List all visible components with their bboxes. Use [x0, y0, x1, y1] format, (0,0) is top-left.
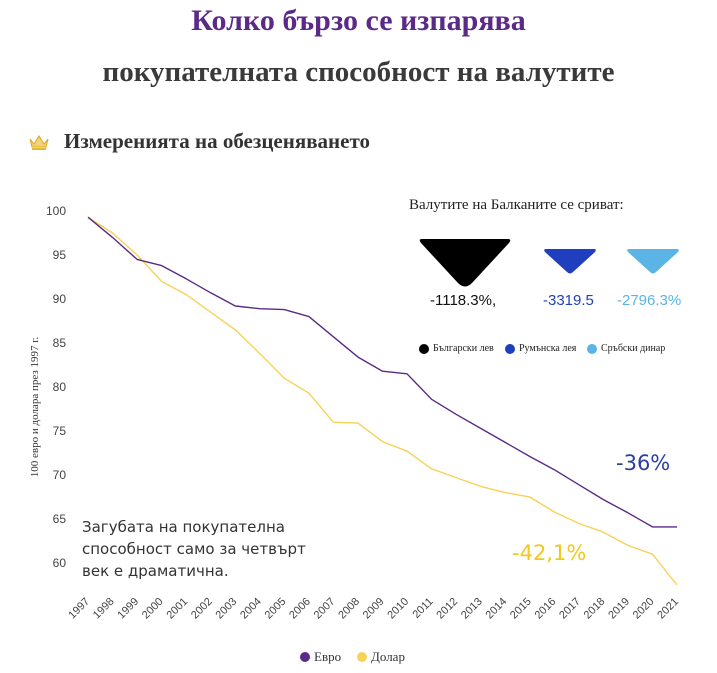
- x-tick-label: 2016: [533, 596, 559, 622]
- x-tick-label: 1998: [91, 596, 117, 622]
- legend-dinar: Сръбски динар: [587, 343, 665, 354]
- y-tick-label: 100: [46, 204, 66, 218]
- lev-triangle-icon: [419, 239, 511, 287]
- x-tick-label: 2020: [631, 596, 657, 622]
- dinar-name: Сръбски динар: [601, 343, 666, 354]
- x-tick-label: 2005: [263, 596, 289, 622]
- y-tick-label: 60: [53, 556, 67, 570]
- legend-lev: Български лев: [419, 343, 494, 354]
- y-axis-label: 100 евро и долара през 1997 г.: [29, 337, 41, 478]
- legend-dollar[interactable]: Долар: [357, 649, 405, 665]
- chart-title-line2: покупателната способност на валутите: [102, 56, 615, 88]
- dollar-dot-icon: [357, 652, 367, 662]
- x-tick-label: 2021: [655, 596, 681, 622]
- x-tick-label: 2018: [582, 596, 608, 622]
- x-tick-label: 2006: [287, 596, 313, 622]
- lev-change-value: -1118.3%,: [430, 292, 497, 309]
- dollar-change-label: -42,1%: [512, 541, 587, 565]
- balkans-heading: Валутите на Балканите се сриват:: [409, 197, 624, 213]
- x-tick-label: 2002: [189, 596, 215, 622]
- dinar-change-value: -2796.3%: [617, 292, 682, 309]
- dinar-dot-icon: [587, 343, 597, 354]
- legend-euro-label: Евро: [314, 649, 342, 664]
- note-text: Загубата на покупателна способност само …: [82, 518, 306, 580]
- x-tick-label: 2010: [385, 596, 411, 622]
- euro-series-line: [87, 216, 677, 528]
- x-tick-label: 2007: [312, 596, 338, 622]
- y-tick-label: 85: [53, 336, 67, 350]
- y-tick-label: 65: [53, 512, 67, 526]
- x-tick-label: 2004: [238, 596, 264, 622]
- leu-change-value: -3319.5: [543, 292, 594, 309]
- y-tick-label: 75: [53, 424, 67, 438]
- x-tick-label: 2017: [557, 596, 583, 622]
- x-tick-label: 2008: [336, 596, 362, 622]
- x-tick-label: 2000: [140, 596, 166, 622]
- x-tick-label: 2013: [459, 596, 485, 622]
- x-tick-label: 2001: [164, 596, 190, 622]
- x-tick-label: 2019: [606, 596, 632, 622]
- leu-triangle-icon: [544, 249, 596, 274]
- legend-euro[interactable]: Евро: [300, 649, 341, 665]
- y-tick-label: 90: [53, 292, 67, 306]
- lev-dot-icon: [419, 343, 429, 354]
- x-tick-label: 2009: [361, 596, 387, 622]
- x-tick-label: 1999: [115, 596, 141, 622]
- y-tick-label: 95: [53, 248, 67, 262]
- x-tick-label: 2012: [434, 596, 460, 622]
- legend-leu: Румънска лея: [505, 343, 576, 354]
- euro-change-label: -36%: [616, 451, 671, 475]
- crown-icon: [29, 135, 49, 150]
- chart-subtitle: Измеренията на обезценяването: [64, 129, 370, 153]
- y-tick-label: 70: [53, 468, 67, 482]
- leu-dot-icon: [505, 343, 515, 354]
- x-tick-label: 2003: [214, 596, 240, 622]
- dollar-series-line: [87, 216, 678, 586]
- euro-dot-icon: [300, 652, 310, 662]
- y-tick-label: 80: [53, 380, 67, 394]
- lev-name: Български лев: [433, 343, 494, 354]
- x-tick-label: 1997: [66, 596, 92, 622]
- dinar-triangle-icon: [627, 249, 679, 274]
- legend-dollar-label: Долар: [371, 649, 405, 664]
- leu-name: Румънска лея: [519, 343, 577, 354]
- chart-title-line1: Колко бързо се изпарява: [191, 4, 526, 37]
- x-tick-label: 2015: [508, 596, 534, 622]
- x-tick-label: 2014: [484, 596, 510, 622]
- x-tick-label: 2011: [410, 596, 435, 621]
